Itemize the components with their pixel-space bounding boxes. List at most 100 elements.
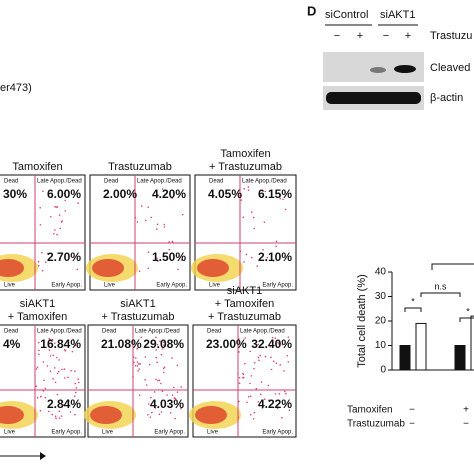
cell-dot [264, 190, 266, 193]
quadrant-label: Live [209, 283, 221, 289]
early-value: 2.84% [47, 397, 81, 411]
cell-dot [171, 357, 173, 359]
cell-dot [174, 417, 176, 420]
cell-dot [44, 261, 47, 263]
band [370, 67, 386, 73]
cell-dot [156, 228, 158, 230]
cell-dot [64, 350, 67, 352]
cell-dot [137, 363, 140, 365]
cell-dot [180, 259, 183, 261]
cell-dot [37, 260, 40, 263]
cell-dot [42, 390, 45, 392]
cell-dot [161, 188, 164, 190]
cell-dot [171, 240, 174, 243]
bar [454, 345, 466, 371]
group-label: siControl [325, 9, 368, 21]
sign: − [383, 30, 389, 42]
cell-dot [161, 347, 164, 350]
quadrant-label: Dead [104, 179, 118, 185]
cell-dot [279, 197, 282, 200]
cell-dot [284, 208, 287, 211]
cell-dot [138, 394, 141, 396]
cell-dot [55, 417, 57, 420]
cell-dot [76, 268, 79, 271]
cell-dot [176, 391, 179, 393]
cell-dot [253, 411, 256, 414]
cell-dot [63, 377, 66, 379]
cell-dot [253, 227, 256, 230]
cell-dot [278, 393, 281, 395]
cell-dot [147, 267, 150, 270]
cell-dot [259, 393, 262, 396]
cell-dot [160, 411, 163, 413]
cell-dot [71, 350, 74, 353]
panel-label: D [307, 3, 316, 18]
cell-cloud [195, 406, 227, 424]
cell-dot [272, 260, 275, 262]
cell-dot [148, 363, 151, 366]
cell-dot [158, 379, 161, 382]
dead-value: 21.08% [101, 337, 142, 351]
cell-dot [37, 264, 40, 267]
late-value: 32.40% [251, 337, 292, 351]
cell-dot [137, 370, 139, 372]
cell-dot [281, 343, 284, 346]
cell-dot [74, 413, 76, 416]
cell-dot [168, 241, 170, 243]
cell-dot [74, 382, 77, 385]
cell-dot [269, 345, 272, 348]
arrow-head [40, 452, 46, 460]
panel-title: + Trastuzumab [208, 311, 281, 323]
sign: − [409, 405, 415, 416]
cell-dot [163, 226, 166, 228]
cell-dot [73, 395, 76, 397]
cell-dot [61, 220, 63, 222]
cell-dot [138, 270, 141, 272]
cell-dot [46, 365, 49, 367]
cell-dot [240, 199, 243, 201]
cell-dot [42, 361, 45, 363]
cell-dot [38, 349, 40, 352]
cell-dot [147, 206, 150, 208]
cell-dot [46, 252, 49, 255]
cell-dot [264, 355, 267, 358]
quadrant-label: Dead [102, 329, 116, 335]
cell-dot [247, 186, 250, 188]
cell-dot [277, 343, 280, 345]
cell-dot [140, 336, 143, 339]
cell-dot [138, 368, 140, 370]
cell-dot [249, 395, 252, 398]
quadrant-label: Late Apop./Dead [137, 179, 182, 185]
cell-dot [158, 413, 161, 416]
cell-dot [38, 353, 40, 356]
cell-dot [270, 368, 273, 371]
cell-dot [156, 343, 159, 346]
cell-dot [263, 398, 266, 401]
cell-dot [262, 249, 264, 251]
cell-dot [51, 413, 54, 416]
sign: + [405, 30, 411, 42]
cell-dot [163, 344, 165, 346]
quadrant-label: Early Apop. [154, 430, 185, 436]
cell-dot [257, 343, 259, 346]
cell-cloud [0, 406, 24, 424]
panel-title: Tamoxifen [220, 148, 270, 160]
significance: n.s [434, 281, 447, 291]
cell-dot [136, 221, 139, 223]
bracket [431, 263, 474, 270]
cell-dot [171, 197, 173, 200]
cell-dot [144, 219, 147, 222]
y-tick-label: 30 [375, 291, 387, 302]
cell-dot [155, 378, 157, 381]
cell-dot [238, 382, 241, 385]
row-label: Tamoxifen [347, 405, 393, 416]
cell-dot [163, 366, 166, 369]
cell-dot [155, 336, 157, 339]
cell-dot [147, 403, 150, 405]
quadrant-label: Early Apop. [51, 430, 82, 436]
cell-dot [61, 368, 63, 371]
quadrant-label: Early Apop. [51, 283, 82, 289]
sign: − [409, 419, 415, 430]
treatment-label: Trastuzu [430, 30, 472, 42]
bracket [459, 317, 474, 322]
